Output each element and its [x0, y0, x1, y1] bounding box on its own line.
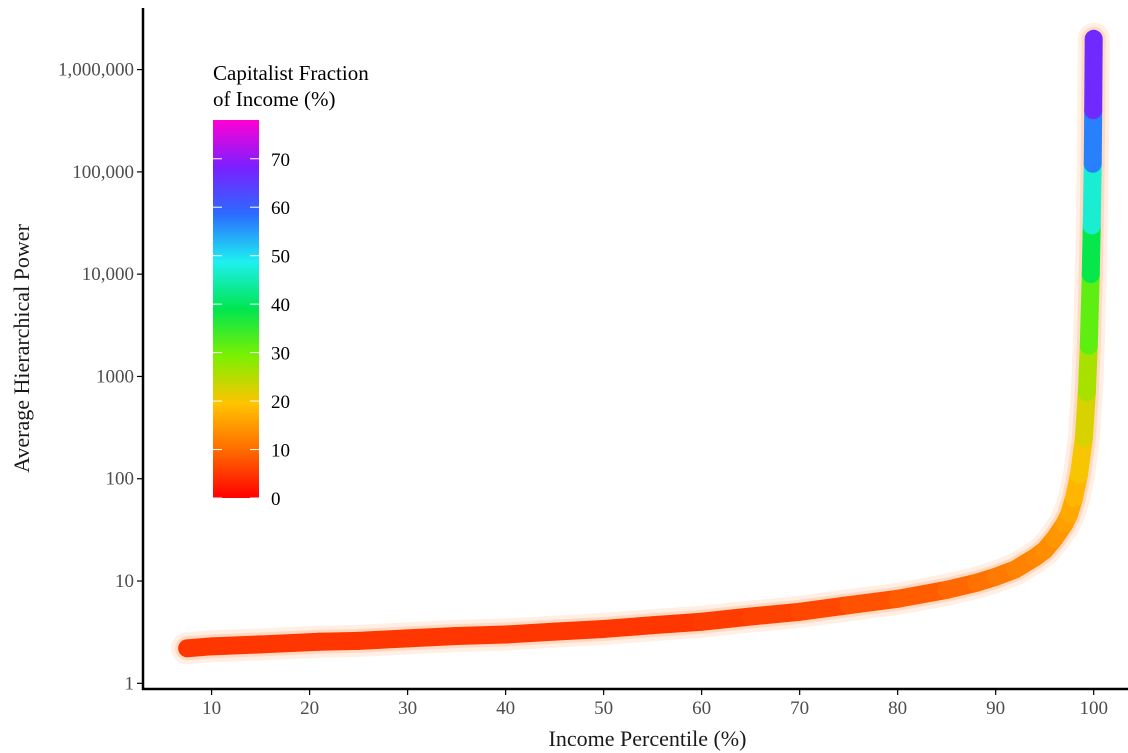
x-tick-label: 80	[888, 698, 907, 719]
legend-colorbar	[213, 120, 259, 498]
y-ticks: 1 10 100 1000 10,000 100,000 1,000,000	[58, 60, 143, 694]
curve-layer	[171, 22, 1110, 665]
x-tick-label: 30	[398, 698, 417, 719]
legend-ticks: 0 10 20 30 40 50 60 70	[213, 150, 290, 510]
legend-tick-label: 30	[271, 344, 290, 365]
curve-segment	[1079, 265, 1100, 355]
legend-tick-label: 60	[271, 198, 290, 219]
legend-tick-label: 40	[271, 295, 290, 316]
y-tick-label: 1	[125, 673, 135, 694]
x-tick-label: 40	[496, 698, 515, 719]
legend-title-line-1: Capitalist Fraction	[213, 61, 369, 85]
x-ticks: 10 20 30 40 50 60 70 80 90 100	[202, 689, 1108, 719]
legend-tick-label: 70	[271, 150, 290, 171]
legend-title-line-2: of Income (%)	[213, 87, 335, 111]
x-tick-label: 90	[986, 698, 1005, 719]
color-legend: Capitalist Fraction of Income (%) 0 10 20 3…	[213, 61, 369, 510]
y-tick-label: 1000	[96, 366, 134, 387]
x-tick-label: 10	[202, 698, 221, 719]
y-tick-label: 10,000	[82, 264, 134, 285]
y-tick-label: 1,000,000	[58, 60, 134, 81]
legend-tick-label: 0	[271, 489, 281, 510]
curve-segment	[251, 632, 329, 654]
x-tick-label: 20	[300, 698, 319, 719]
x-tick-label: 100	[1079, 698, 1108, 719]
legend-tick-label: 10	[271, 441, 290, 462]
x-tick-label: 70	[790, 698, 809, 719]
x-axis-title: Income Percentile (%)	[549, 726, 747, 751]
x-tick-label: 60	[692, 698, 711, 719]
curve-segment	[1082, 154, 1102, 235]
y-tick-label: 100,000	[72, 162, 134, 183]
legend-tick-label: 20	[271, 392, 290, 413]
y-tick-label: 10	[115, 571, 134, 592]
y-axis-title: Average Hierarchical Power	[9, 223, 34, 472]
y-tick-label: 100	[106, 469, 135, 490]
axes-layer	[141, 8, 1128, 691]
legend-tick-label: 50	[271, 247, 290, 268]
x-tick-label: 50	[594, 698, 613, 719]
